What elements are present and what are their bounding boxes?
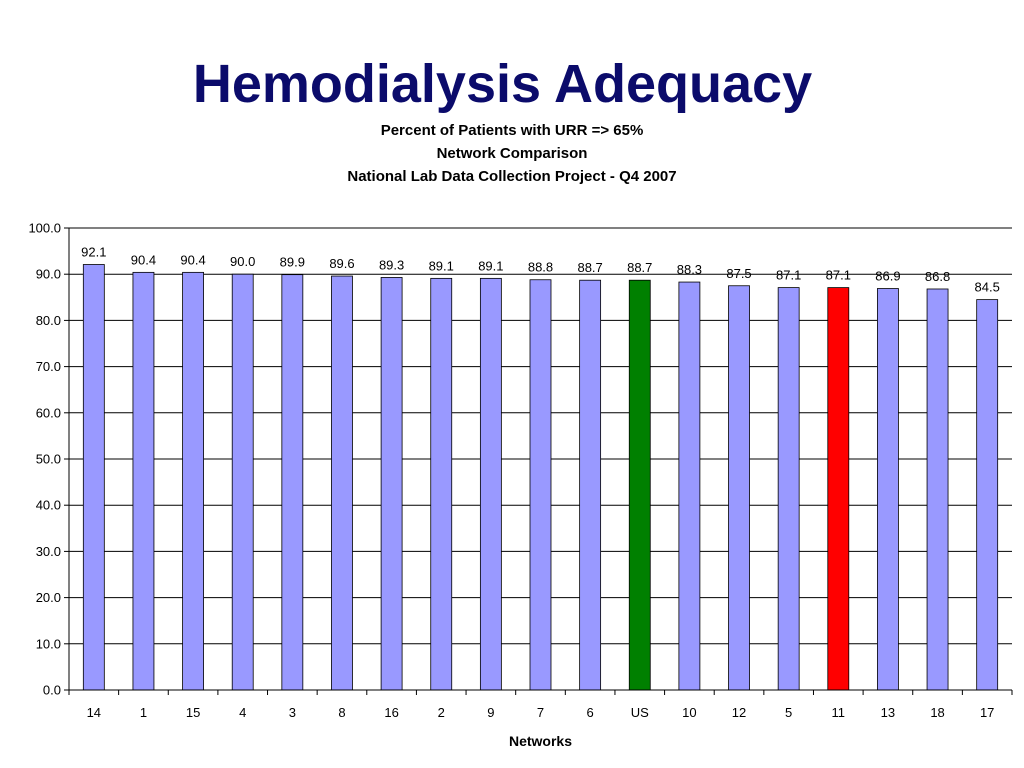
- data-label-8: 89.6: [329, 256, 354, 271]
- bar-3: [281, 274, 304, 691]
- data-label-12: 87.5: [726, 266, 751, 281]
- y-tick-label: 40.0: [36, 498, 61, 513]
- x-tick-label-4: 4: [239, 705, 246, 720]
- x-tick-label-US: US: [631, 705, 649, 720]
- x-tick-label-15: 15: [186, 705, 200, 720]
- y-tick-label: 90.0: [36, 267, 61, 282]
- x-tick-label-1: 1: [140, 705, 147, 720]
- data-label-4: 90.0: [230, 254, 255, 269]
- data-label-11: 87.1: [826, 268, 851, 283]
- bar-13: [877, 288, 899, 691]
- data-label-5: 87.1: [776, 268, 801, 283]
- data-label-1: 90.4: [131, 252, 156, 267]
- slide-title: Hemodialysis Adequacy: [192, 54, 813, 114]
- bar-1: [132, 271, 155, 691]
- data-label-2: 89.1: [429, 258, 454, 273]
- x-tick-label-17: 17: [980, 705, 994, 720]
- data-label-9: 89.1: [478, 258, 503, 273]
- y-tick-label: 60.0: [36, 405, 61, 420]
- data-label-16: 89.3: [379, 257, 404, 272]
- data-label-17: 84.5: [975, 280, 1000, 295]
- bar-18: [926, 288, 949, 691]
- y-tick-label: 70.0: [36, 359, 61, 374]
- x-tick-label-3: 3: [289, 705, 296, 720]
- x-tick-label-7: 7: [537, 705, 544, 720]
- x-tick-label-2: 2: [438, 705, 445, 720]
- y-tick-label: 80.0: [36, 313, 61, 328]
- x-tick-label-9: 9: [487, 705, 494, 720]
- data-label-7: 88.8: [528, 260, 553, 275]
- x-tick-label-8: 8: [338, 705, 345, 720]
- x-tick-label-18: 18: [930, 705, 944, 720]
- bar-11: [827, 287, 850, 691]
- bar-US: [628, 279, 651, 691]
- bar-5: [777, 287, 800, 691]
- y-tick-label: 10.0: [36, 636, 61, 651]
- chart-subtitle-line-1: Network Comparison: [436, 145, 588, 162]
- chart-title: Percent of Patients with URR => 65%: [380, 122, 644, 139]
- y-tick-label: 0.0: [43, 683, 61, 698]
- bar-4: [231, 273, 254, 691]
- bar-16: [380, 277, 403, 691]
- x-tick-label-12: 12: [732, 705, 746, 720]
- data-label-3: 89.9: [280, 255, 305, 270]
- x-tick-label-11: 11: [832, 705, 846, 720]
- bar-8: [331, 275, 353, 691]
- y-tick-label: 30.0: [36, 544, 61, 559]
- x-tick-label-13: 13: [881, 705, 895, 720]
- bars: [82, 264, 999, 691]
- y-tick-label: 20.0: [36, 590, 61, 605]
- chart-subtitle-line-2: National Lab Data Collection Project - Q…: [347, 168, 677, 185]
- bar-9: [479, 277, 502, 691]
- data-label-18: 86.8: [925, 269, 950, 284]
- bar-10: [678, 281, 701, 691]
- bar-12: [728, 285, 750, 691]
- y-tick-label: 100.0: [28, 221, 61, 236]
- bar-6: [579, 279, 602, 691]
- axes: 0.0 10.0 20.0 30.0 40.0 50.0 60.0 70.0 80.0 90.0 1…: [28, 221, 1013, 720]
- bar-2: [430, 277, 453, 691]
- x-tick-label-5: 5: [785, 705, 792, 720]
- bar-17: [976, 299, 999, 691]
- x-tick-label-14: 14: [87, 705, 101, 720]
- bar-15: [182, 271, 204, 691]
- data-labels: 92.1 90.4 90.4 90.0 89.9 89.6 89.3 89.1 89.1 88.8…: [81, 244, 1000, 294]
- data-label-6: 88.7: [577, 260, 602, 275]
- bar-14: [82, 264, 105, 691]
- x-axis-title: Networks: [509, 733, 572, 749]
- data-label-14: 92.1: [81, 244, 106, 259]
- data-label-10: 88.3: [677, 262, 702, 277]
- x-tick-label-16: 16: [384, 705, 398, 720]
- y-tick-label: 50.0: [36, 452, 61, 467]
- bar-7: [529, 279, 552, 691]
- x-tick-label-6: 6: [587, 705, 594, 720]
- x-tick-label-10: 10: [682, 705, 696, 720]
- data-label-13: 86.9: [875, 269, 900, 284]
- data-label-US: 88.7: [627, 260, 652, 275]
- data-label-15: 90.4: [180, 252, 205, 267]
